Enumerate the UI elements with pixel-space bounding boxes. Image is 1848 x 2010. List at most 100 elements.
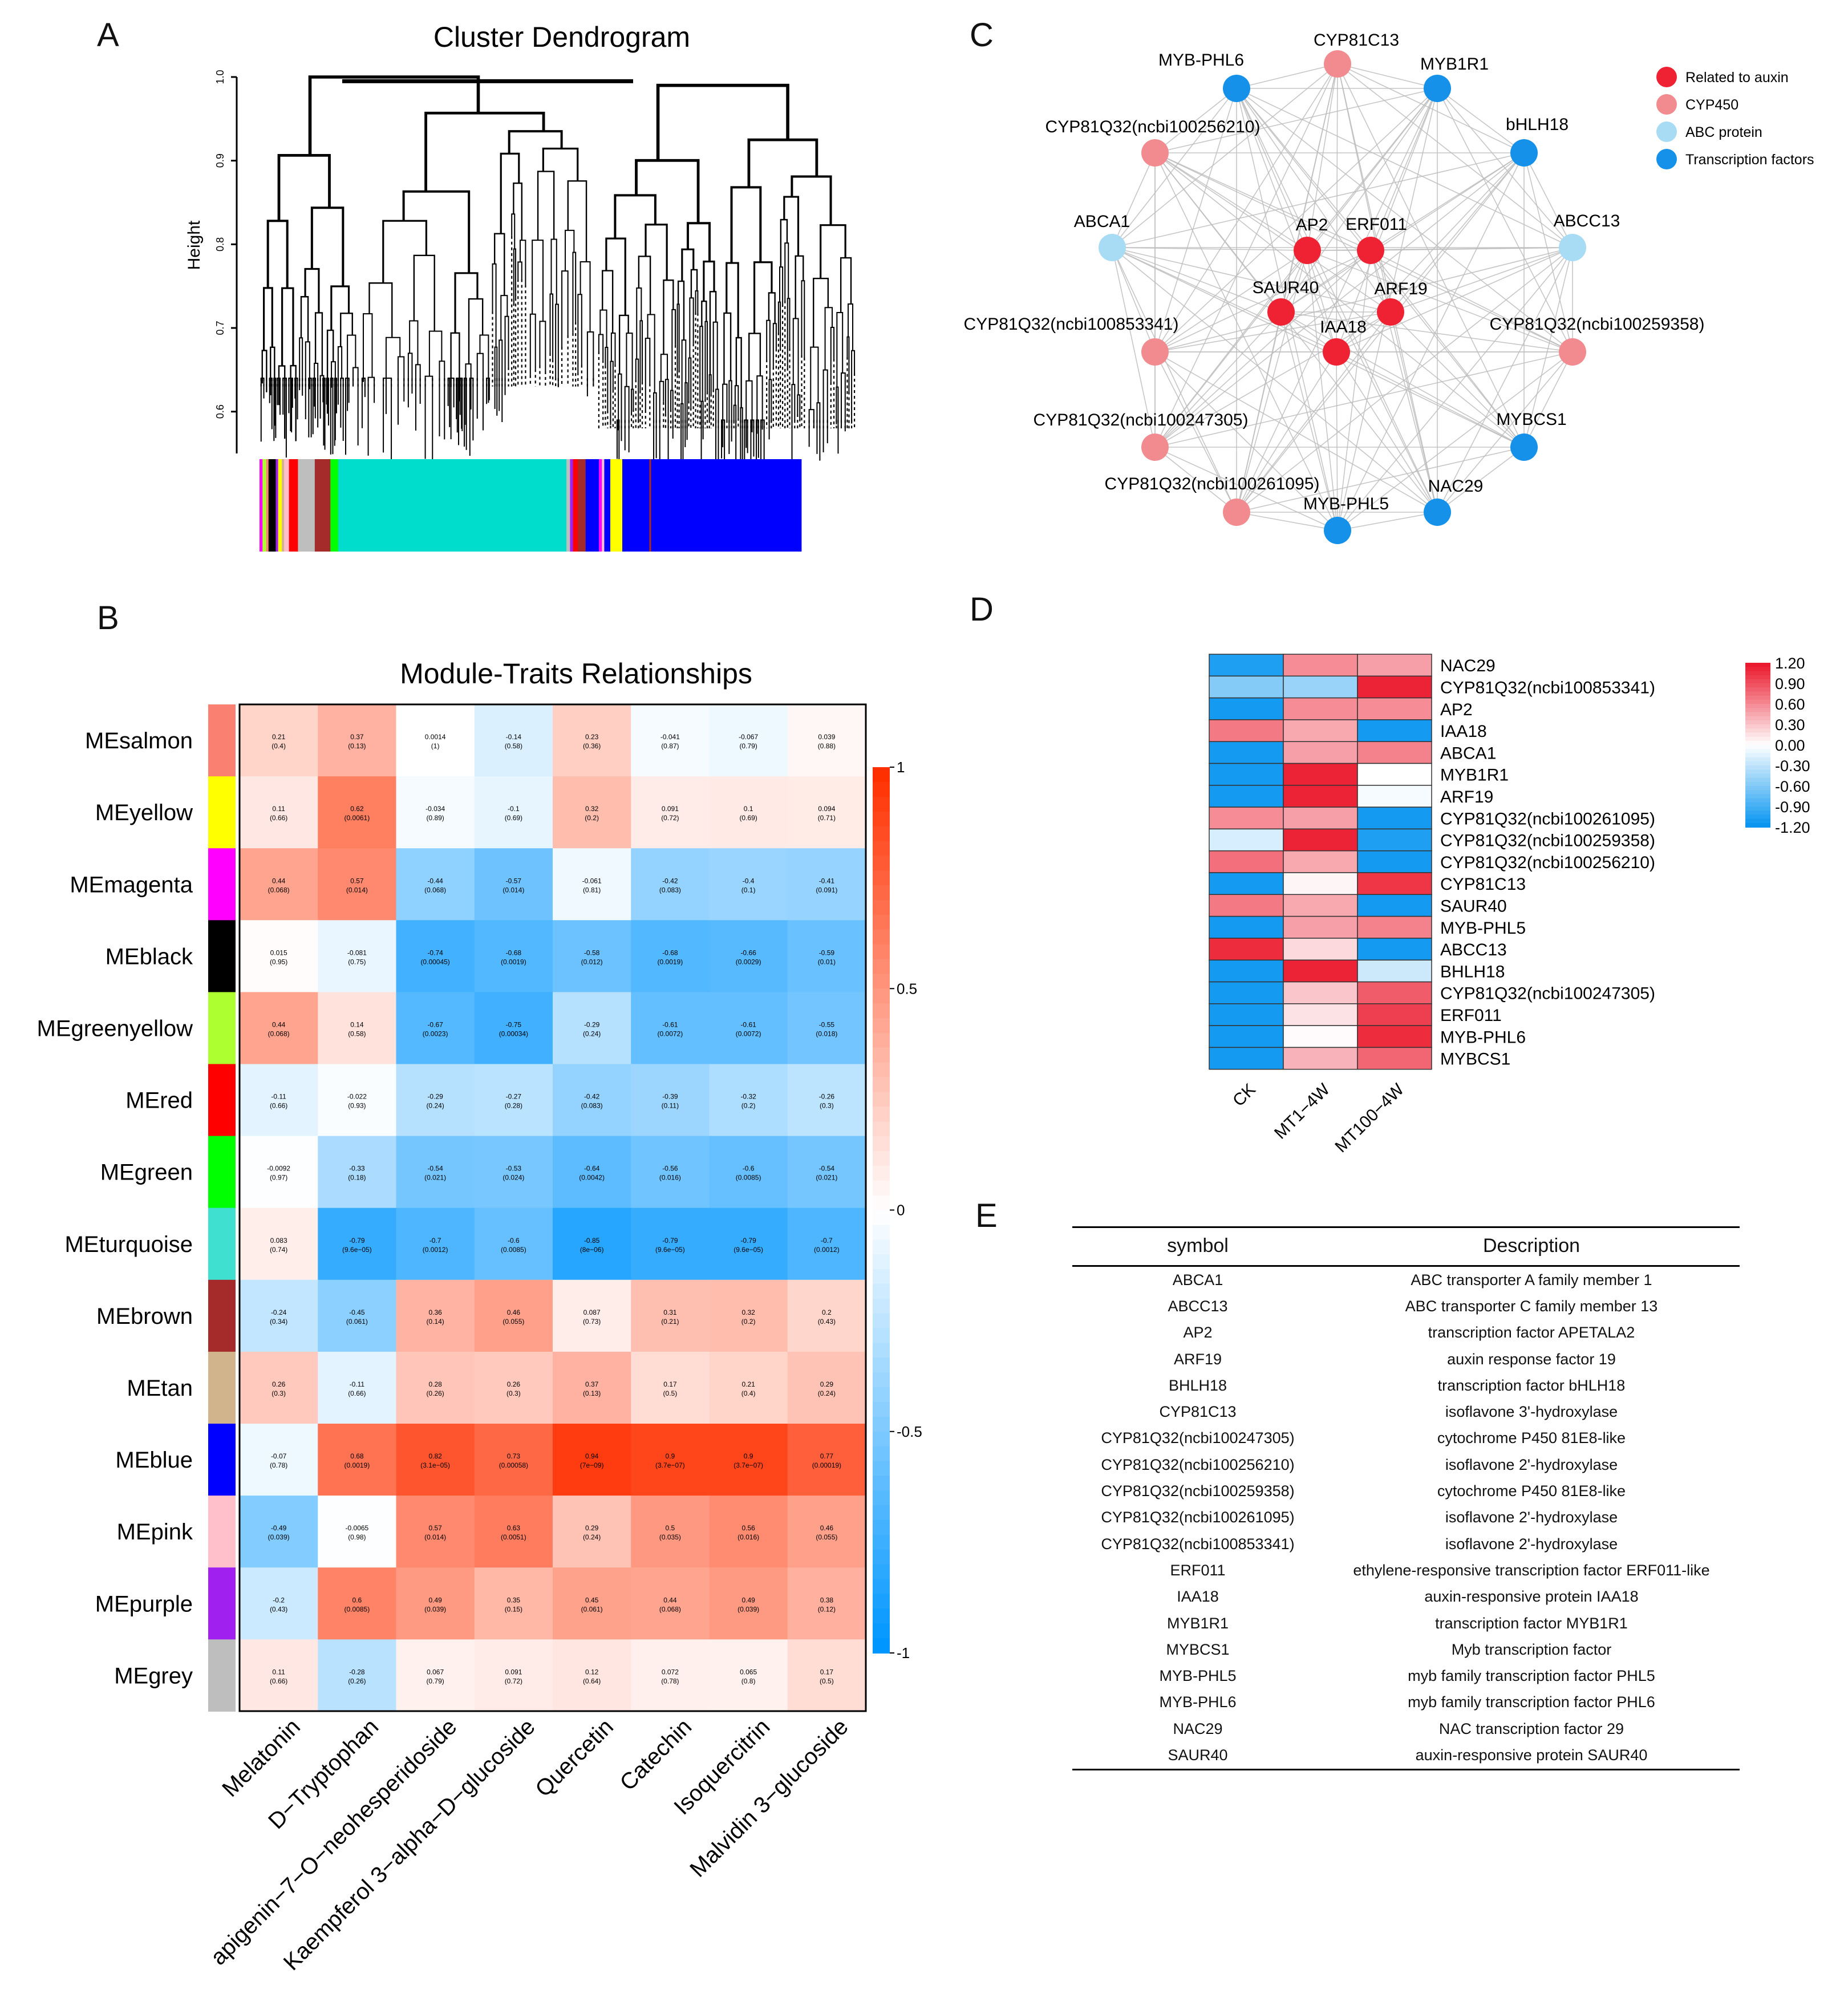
table-row: CYP81Q32(ncbi100259358) cytochrome P450 8… [1072, 1478, 1740, 1504]
gene-description-cell: transcription factor bHLH18 [1437, 1376, 1626, 1394]
network-edge [1236, 512, 1338, 531]
module-trait-value: 0.37 [350, 733, 364, 741]
network-node-label: ABCC13 [1554, 212, 1620, 230]
scale-step [873, 1505, 890, 1521]
module-trait-value: 0.11 [272, 1668, 285, 1676]
module-trait-value: -0.39 [662, 1093, 678, 1101]
network-edge [1337, 152, 1525, 531]
expression-cell [1283, 828, 1358, 852]
module-trait-cell [631, 776, 710, 849]
panel-label-c: C [970, 17, 994, 54]
network-node [1559, 338, 1586, 366]
scale-step [873, 1608, 890, 1624]
module-trait-pvalue: (0.15) [505, 1605, 522, 1613]
dendrogram-branch [456, 378, 463, 433]
module-trait-cell [474, 1496, 553, 1568]
network-edge [1390, 311, 1525, 448]
module-trait-pvalue: (0.78) [270, 1461, 287, 1469]
dendrogram-branch [409, 320, 419, 365]
scale-step [873, 1298, 890, 1314]
expression-row-label: IAA18 [1440, 722, 1487, 741]
module-trait-value: -0.55 [819, 1020, 835, 1028]
dendrogram-y-tick-label: 1.0 [214, 70, 226, 84]
gene-symbol-cell: MYB-PHL5 [1159, 1667, 1237, 1685]
table-row: ERF011 ethylene-responsive transcription … [1072, 1557, 1740, 1583]
dendrogram-branch [638, 256, 651, 315]
dendrogram-branch [686, 222, 711, 262]
module-trait-pvalue: (0.66) [270, 1102, 287, 1110]
network-node [1510, 433, 1538, 461]
expression-row-label: BHLH18 [1440, 962, 1505, 981]
scale-step [873, 1343, 890, 1359]
network-edge [1523, 152, 1573, 352]
module-trait-pvalue: (0.98) [348, 1533, 366, 1541]
module-trait-pvalue: (0.021) [816, 1174, 837, 1182]
module-trait-cell [787, 1279, 866, 1352]
scale-step [873, 1490, 890, 1506]
dendrogram-branch [456, 378, 460, 445]
module-trait-cell [631, 1351, 710, 1424]
module-trait-pvalue: (0.66) [348, 1389, 366, 1397]
module-trait-value: -0.022 [347, 1093, 367, 1101]
gene-description-cell: isoflavone 2'-hydroxylase [1445, 1535, 1618, 1553]
expression-scale-label: -1.20 [1775, 819, 1810, 836]
scale-step [873, 1594, 890, 1610]
module-trait-cell [240, 1424, 318, 1496]
network-edge [1336, 88, 1438, 352]
dendrogram-branch [465, 363, 472, 425]
dendrogram-branch [550, 238, 557, 305]
scale-step [873, 1357, 890, 1373]
network-edge [1112, 247, 1391, 313]
expression-scale-step [1745, 679, 1770, 684]
expression-scale-step [1745, 740, 1770, 745]
network-edge [1112, 247, 1156, 352]
module-trait-cell [553, 1136, 631, 1209]
module-trait-cell [318, 1351, 396, 1424]
expression-cell [1357, 872, 1432, 895]
module-trait-value: 0.46 [820, 1524, 834, 1532]
dendrogram-branch [779, 266, 784, 305]
expression-cell [1283, 959, 1358, 983]
module-trait-cell [474, 1424, 553, 1496]
module-trait-value: 0.015 [270, 949, 287, 957]
dendrogram-branch [362, 313, 373, 382]
network-edge [1523, 152, 1573, 248]
gene-symbol-cell: SAUR40 [1168, 1746, 1228, 1764]
scale-step [873, 1461, 890, 1477]
module-trait-cell [474, 1567, 553, 1640]
expression-scale-label: -0.90 [1775, 799, 1810, 816]
gene-description-cell: cytochrome P450 81E8-like [1437, 1482, 1626, 1500]
module-trait-cell [553, 1496, 631, 1568]
dendrogram-branch [624, 386, 630, 453]
dendrogram-branch [664, 379, 669, 460]
module-color-segment-red [573, 459, 578, 552]
scale-step [873, 1018, 890, 1034]
network-node [1223, 499, 1250, 526]
scale-step [873, 1283, 890, 1299]
module-trait-value: 0.49 [741, 1596, 755, 1604]
dendrogram-branch [721, 419, 726, 495]
dendrogram-branch [756, 375, 763, 434]
network-edge [1437, 447, 1525, 513]
scale-step [873, 1520, 890, 1535]
module-trait-cell [787, 1424, 866, 1496]
module-trait-cell [474, 1351, 553, 1424]
module-trait-value: -0.041 [660, 733, 680, 741]
expression-cell [1283, 741, 1358, 764]
gene-symbol-cell: CYP81Q32(ncbi100853341) [1101, 1535, 1295, 1553]
module-trait-cell [553, 992, 631, 1064]
network-edge [1154, 152, 1371, 251]
expression-column-label: MT1−4W [1271, 1080, 1334, 1142]
dendrogram-branch [631, 388, 634, 413]
expression-row-label: CYP81Q32(ncbi100261095) [1440, 809, 1655, 828]
dendrogram-branch [277, 378, 281, 415]
module-color-swatch [208, 1279, 236, 1352]
dendrogram-branch [656, 83, 789, 161]
expression-cell [1357, 697, 1432, 720]
module-trait-cell [474, 704, 553, 777]
expression-cell [1283, 915, 1358, 939]
module-trait-pvalue: (0.091) [816, 886, 837, 894]
network-edge [1236, 63, 1338, 89]
network-edge [1112, 247, 1438, 513]
network-node-label: MYB-PHL6 [1158, 51, 1244, 70]
